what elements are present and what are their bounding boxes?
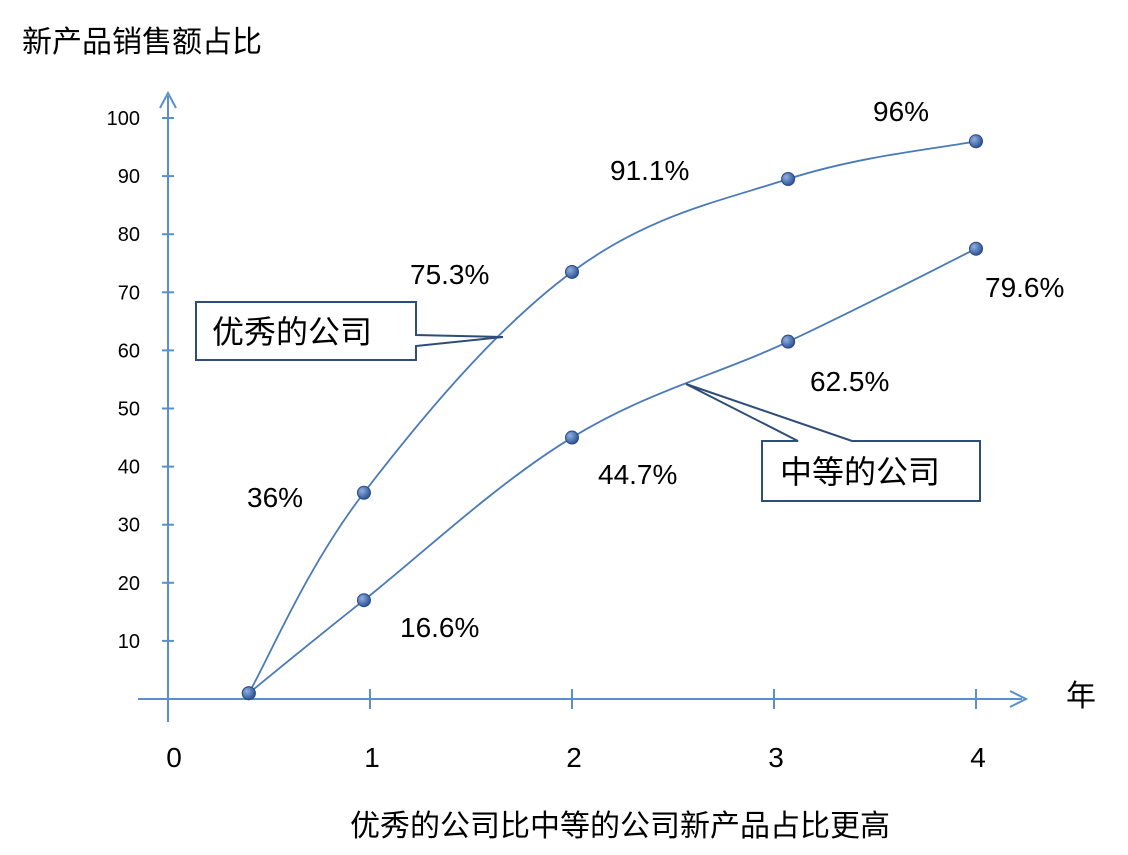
data-label-excellent-1: 36% [247, 482, 303, 513]
callout-excellent: 优秀的公司 [195, 301, 504, 361]
y-tick-label: 90 [118, 166, 140, 188]
marker-average [781, 334, 796, 349]
y-tick-label: 40 [118, 457, 140, 479]
marker-excellent [356, 485, 371, 500]
callout-average-text: 中等的公司 [780, 453, 940, 491]
callout-excellent-text: 优秀的公司 [212, 313, 372, 351]
y-tick-label: 60 [118, 340, 140, 362]
data-label-average-1: 16.6% [400, 612, 479, 643]
data-label-excellent-2: 75.3% [410, 259, 489, 290]
marker-average [565, 430, 579, 445]
x-axis-arrow [1009, 690, 1029, 708]
series-lines [248, 140, 977, 694]
marker-average [969, 241, 983, 256]
x-tick-label: 0 [166, 742, 182, 773]
callout-average: 中等的公司 [685, 383, 981, 502]
y-tick-label: 80 [118, 224, 140, 246]
y-tick-label: 70 [118, 282, 140, 304]
series-line-excellent [248, 140, 977, 694]
data-label-excellent-4: 96% [873, 96, 929, 127]
data-label-excellent-3: 91.1% [610, 155, 689, 186]
x-axis-label: 年 [1066, 679, 1096, 714]
y-tick-label: 30 [118, 515, 140, 537]
x-tick-label: 1 [364, 742, 380, 773]
y-tick-label: 50 [118, 399, 140, 421]
y-tick-label: 20 [118, 573, 140, 595]
chart-title: 优秀的公司比中等的公司新产品占比更高 [350, 809, 890, 844]
x-tick-label: 4 [970, 742, 986, 773]
series-markers [241, 134, 983, 701]
callout-excellent-box [195, 301, 504, 361]
y-tick-label: 100 [107, 108, 140, 130]
callout-average-box [685, 383, 981, 502]
marker-excellent [781, 172, 796, 187]
x-ticks: 0 1 2 3 4 [166, 689, 986, 773]
marker-excellent [565, 264, 579, 279]
data-label-average-4: 79.6% [985, 272, 1064, 303]
data-label-average-3: 62.5% [810, 366, 889, 397]
marker-average [241, 686, 256, 701]
y-ticks: 10 20 30 40 50 60 70 80 90 100 [107, 108, 174, 653]
axes [138, 90, 1029, 722]
y-axis-arrow [159, 90, 177, 109]
y-axis-label: 新产品销售额占比 [22, 25, 262, 60]
x-tick-label: 3 [768, 742, 784, 773]
y-tick-label: 10 [118, 631, 140, 653]
marker-excellent [969, 134, 983, 149]
x-tick-label: 2 [566, 742, 582, 773]
data-label-average-2: 44.7% [598, 459, 677, 490]
marker-average [356, 593, 371, 608]
